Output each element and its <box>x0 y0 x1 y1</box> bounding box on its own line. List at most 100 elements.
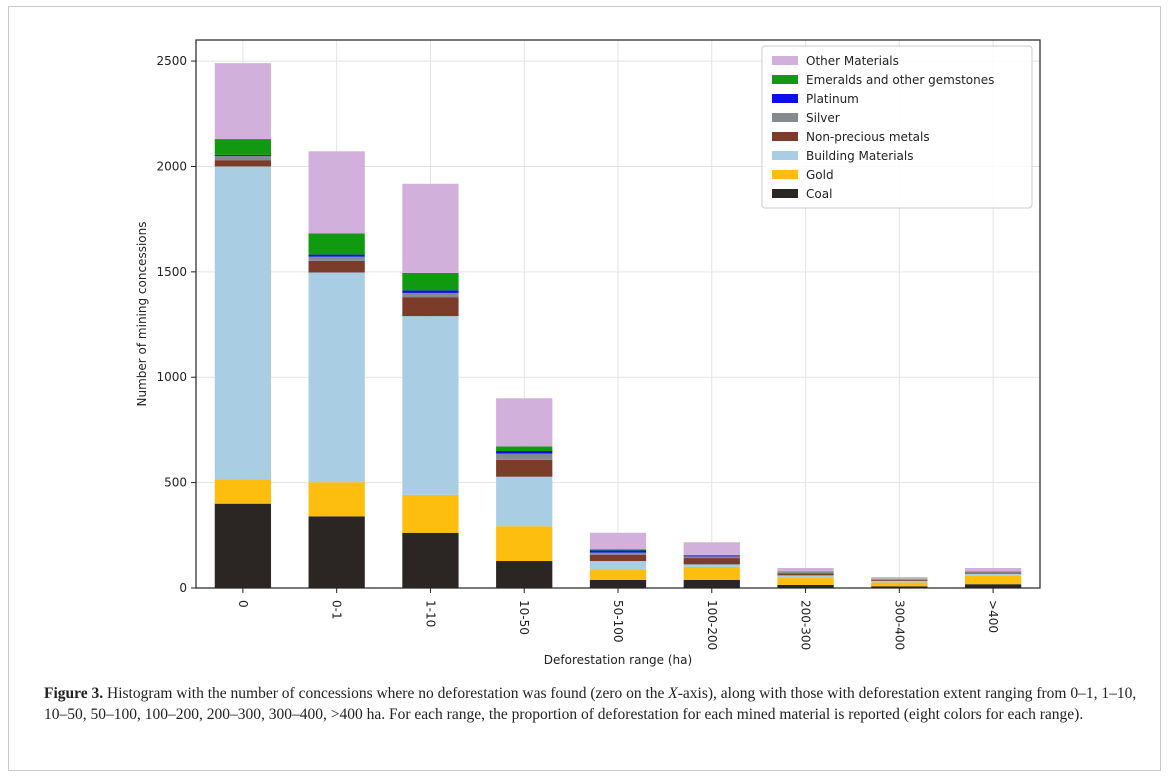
bar-segment-coal <box>683 579 740 588</box>
bar-segment-silver <box>964 571 1022 573</box>
legend-label: Silver <box>806 111 840 125</box>
bar-segment-gold <box>964 575 1022 585</box>
bar-segment-coal <box>214 503 272 588</box>
bar-segment-building-materials <box>964 573 1022 576</box>
legend-label: Gold <box>806 168 834 182</box>
bar-segment-silver <box>496 453 553 460</box>
bar-segment-non-precious-metals <box>683 558 740 565</box>
bar-segment-platinum <box>402 290 459 293</box>
bar-segment-platinum <box>496 451 553 454</box>
legend-swatch <box>772 132 798 141</box>
bar-segment-non-precious-metals <box>777 573 834 576</box>
legend-box <box>761 45 1033 209</box>
legend-swatch <box>772 56 798 65</box>
stacked-bar-chart: 0 500 1000 1500 2000 2500 0 0-1 1-10 10-50 50-100 1… <box>135 39 1041 667</box>
bar-segment-other-materials <box>214 63 272 140</box>
legend: Other Materials Emeralds and other gemsto… <box>761 45 1033 209</box>
bar-segment-silver <box>871 579 928 580</box>
bar-segment-non-precious-metals <box>214 160 272 167</box>
figure-caption: Figure 3. Histogram with the number of c… <box>44 683 1144 725</box>
bar-segment-non-precious-metals <box>308 260 365 273</box>
legend-label: Non-precious metals <box>806 130 930 144</box>
legend-label: Other Materials <box>806 54 899 68</box>
legend-label: Platinum <box>806 92 859 106</box>
bar-segment-gold <box>496 526 553 562</box>
legend-swatch <box>772 189 798 198</box>
x-tick-label: 100-200 <box>705 600 719 650</box>
legend-label: Coal <box>806 187 832 201</box>
bar-segment-other-materials <box>683 542 740 555</box>
x-tick-label: 0-1 <box>330 600 344 620</box>
bar-segment-silver <box>589 552 647 555</box>
bar-segment-other-materials <box>589 532 647 550</box>
bar-segment-building-materials <box>308 272 365 483</box>
bar-segment-non-precious-metals <box>871 579 928 581</box>
legend-label: Emeralds and other gemstones <box>806 73 994 87</box>
legend-label: Building Materials <box>806 149 914 163</box>
caption-text-1: Histogram with the number of concessions… <box>103 685 669 702</box>
bar-segment-emeralds-and-other-gemstones <box>308 233 365 255</box>
x-tick-label: 10-50 <box>517 600 531 635</box>
bar-segment-silver <box>777 572 834 574</box>
bar-segment-other-materials <box>496 398 553 447</box>
bar-segment-other-materials <box>964 567 1022 572</box>
bar-segment-platinum <box>589 550 647 553</box>
caption-label: Figure 3. <box>44 685 104 702</box>
x-tick-label: 1-10 <box>423 600 437 627</box>
bar-segment-gold <box>308 482 365 517</box>
legend-swatch <box>772 151 798 160</box>
bar-segment-gold <box>683 566 740 580</box>
bar-segment-building-materials <box>589 561 647 570</box>
bar-segment-non-precious-metals <box>589 554 647 562</box>
bar-segment-emeralds-and-other-gemstones <box>496 446 553 451</box>
bar-segment-silver <box>683 556 740 559</box>
bar-segment-building-materials <box>871 580 928 583</box>
y-tick-label: 500 <box>164 476 187 490</box>
bar-segment-coal <box>871 586 928 588</box>
y-tick-label: 2000 <box>156 159 187 173</box>
bar-segment-gold <box>777 577 834 585</box>
bar-segment-platinum <box>308 254 365 257</box>
bar-segment-coal <box>589 579 647 588</box>
bar-segment-coal <box>308 516 365 588</box>
y-tick-label: 0 <box>179 581 187 595</box>
y-tick-label: 1500 <box>156 265 187 279</box>
legend-swatch <box>772 94 798 103</box>
x-tick-label: >400 <box>986 600 1000 633</box>
bar-segment-non-precious-metals <box>402 297 459 317</box>
bar-segment-coal <box>402 532 459 588</box>
y-tick-label: 2500 <box>156 54 187 68</box>
x-axis-label: Deforestation range (ha) <box>544 653 692 667</box>
bar-segment-emeralds-and-other-gemstones <box>402 272 459 291</box>
bar-segment-silver <box>214 155 272 161</box>
bar-segment-gold <box>589 569 647 580</box>
caption-text-2: -axis), along with those with deforestat… <box>44 685 1137 723</box>
bar-segment-gold <box>402 494 459 533</box>
bar-segment-emeralds-and-other-gemstones <box>683 554 740 556</box>
x-tick-label: 300-400 <box>892 600 906 650</box>
bar-segment-coal <box>964 584 1022 588</box>
bar-segment-building-materials <box>496 476 553 527</box>
caption-axis: X <box>668 685 678 702</box>
x-tick-label: 50-100 <box>611 600 625 643</box>
bar-segment-gold <box>871 582 928 587</box>
y-axis-label: Number of mining concessions <box>135 222 149 407</box>
bar-segment-platinum <box>214 154 272 156</box>
bar-segment-other-materials <box>871 577 928 579</box>
y-tick-label: 1000 <box>156 370 187 384</box>
bar-segment-gold <box>214 479 272 504</box>
legend-swatch <box>772 113 798 122</box>
bar-segment-other-materials <box>402 183 459 273</box>
bar-segment-coal <box>496 561 553 588</box>
bar-segment-non-precious-metals <box>964 572 1022 574</box>
bar-segment-building-materials <box>214 166 272 480</box>
x-tick-label: 200-300 <box>799 600 813 650</box>
legend-swatch <box>772 75 798 84</box>
bar-segment-building-materials <box>683 564 740 567</box>
bar-segment-building-materials <box>777 575 834 578</box>
bar-segment-silver <box>308 256 365 261</box>
bar-segment-silver <box>402 292 459 298</box>
bar-segment-other-materials <box>308 151 365 234</box>
bar-segment-emeralds-and-other-gemstones <box>214 139 272 155</box>
x-tick-label: 0 <box>236 600 250 608</box>
